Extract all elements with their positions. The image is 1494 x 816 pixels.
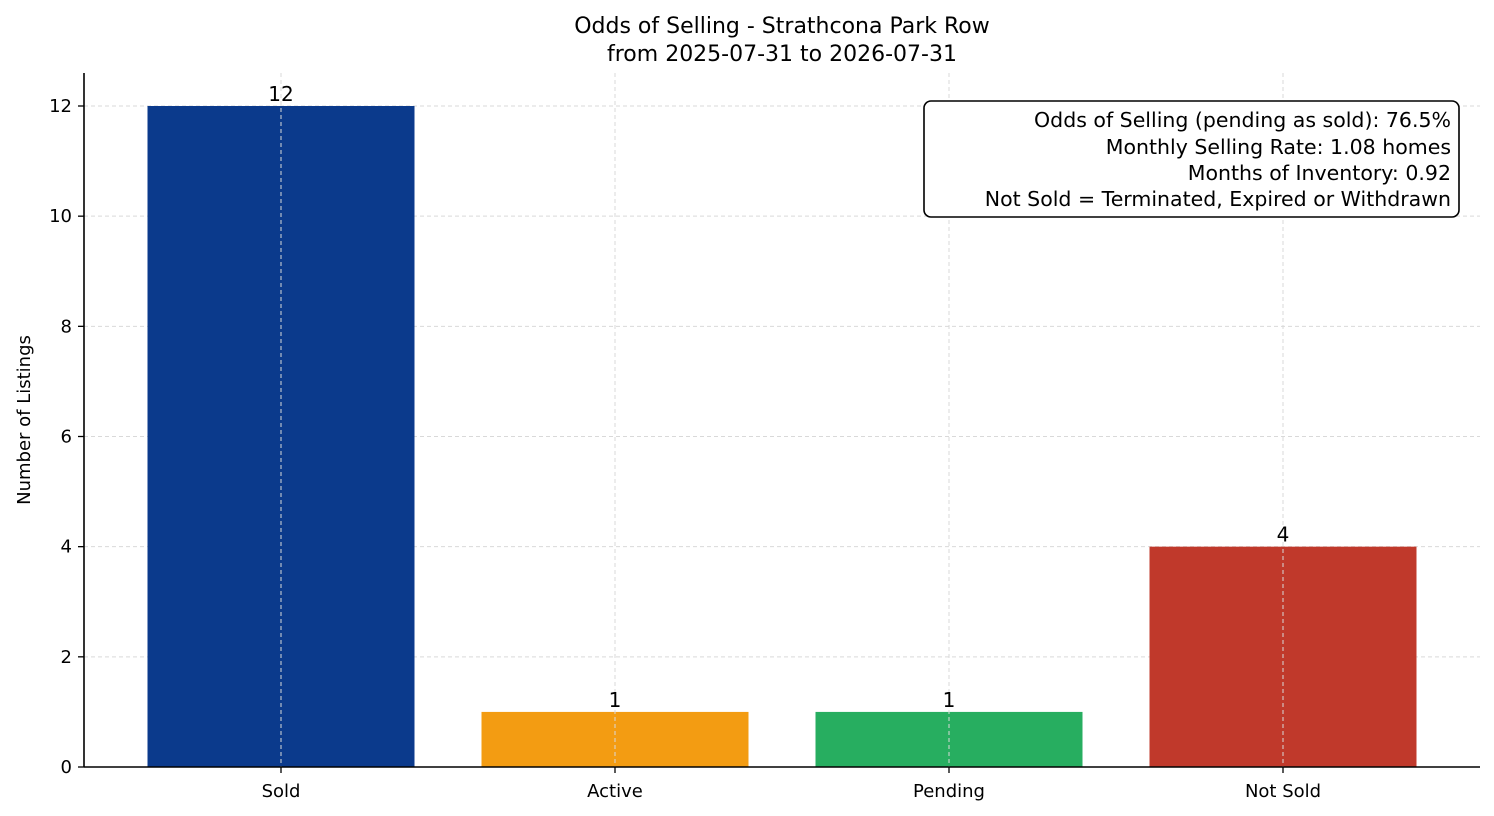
axes <box>83 73 1480 768</box>
stats-annotation-box: Odds of Selling (pending as sold): 76.5%… <box>923 100 1460 218</box>
x-tick-label: Active <box>587 781 643 802</box>
stats-line-odds: Odds of Selling (pending as sold): 76.5% <box>1034 108 1451 132</box>
bar-value-label: 4 <box>1277 523 1290 547</box>
bars <box>147 73 1417 767</box>
y-tick-label: 4 <box>61 537 72 558</box>
y-tick-label: 8 <box>61 316 72 337</box>
y-tick-label: 2 <box>61 647 72 668</box>
ticks: 0 2 4 6 8 10 12 Sold Active Pending Not Sold <box>49 96 1321 802</box>
x-tick-label: Pending <box>913 781 985 802</box>
bar-value-label: 12 <box>268 82 293 106</box>
y-tick-label: 12 <box>49 96 72 117</box>
chart-subtitle: from 2025-07-31 to 2026-07-31 <box>607 42 957 67</box>
bar-value-label: 1 <box>943 688 956 712</box>
bar-sold <box>147 106 415 767</box>
y-tick-label: 0 <box>61 757 72 778</box>
stats-line-inventory: Months of Inventory: 0.92 <box>1188 161 1451 185</box>
y-tick-label: 6 <box>61 427 72 448</box>
x-tick-label: Not Sold <box>1245 781 1321 802</box>
stats-line-not-sold-definition: Not Sold = Terminated, Expired or Withdr… <box>985 187 1451 211</box>
bar-value-label: 1 <box>609 688 622 712</box>
chart-title: Odds of Selling - Strathcona Park Row <box>574 14 990 39</box>
y-tick-label: 10 <box>49 206 72 227</box>
stats-line-rate: Monthly Selling Rate: 1.08 homes <box>1106 135 1451 159</box>
x-tick-label: Sold <box>262 781 301 802</box>
stats-box-frame <box>923 100 1460 218</box>
bar-value-labels: 12 1 1 4 <box>268 82 1289 712</box>
y-axis-label: Number of Listings <box>14 335 35 505</box>
